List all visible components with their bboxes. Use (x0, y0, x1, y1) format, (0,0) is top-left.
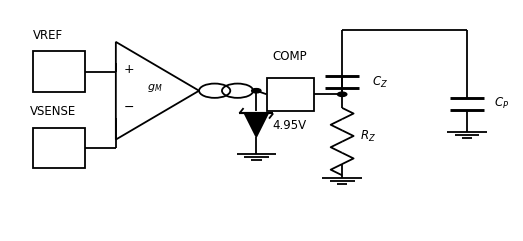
Text: $C_Z$: $C_Z$ (372, 75, 388, 90)
Polygon shape (245, 113, 268, 137)
Text: COMP: COMP (273, 50, 308, 63)
Text: VREF: VREF (32, 29, 63, 42)
Bar (32, 128, 85, 168)
Text: $R_Z$: $R_Z$ (360, 128, 377, 144)
Text: VSENSE: VSENSE (30, 105, 76, 118)
Bar (32, 51, 85, 92)
Bar (267, 78, 313, 111)
Circle shape (252, 89, 261, 93)
Circle shape (337, 92, 347, 96)
Text: $g_M$: $g_M$ (147, 82, 163, 94)
Text: 4.95V: 4.95V (272, 119, 306, 132)
Text: $C_P$: $C_P$ (494, 96, 509, 111)
Text: +: + (123, 63, 134, 76)
Text: −: − (123, 101, 134, 114)
